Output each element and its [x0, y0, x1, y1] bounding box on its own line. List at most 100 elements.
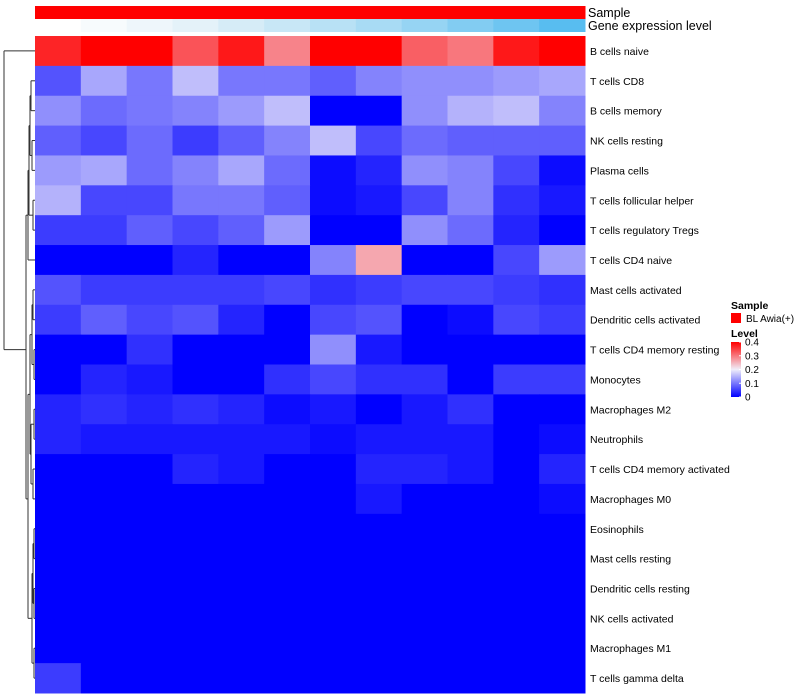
heatmap-cell	[355, 364, 403, 395]
heatmap-cell	[401, 573, 448, 604]
row-label: T cells gamma delta	[590, 673, 684, 685]
heatmap-cell	[355, 543, 403, 575]
annotation-label: Gene expression level	[588, 19, 712, 33]
heatmap-cell	[126, 65, 173, 97]
heatmap-cell	[493, 633, 540, 664]
annotation-cell	[493, 6, 540, 19]
heatmap-cell	[172, 334, 219, 365]
heatmap-cell	[172, 125, 219, 156]
heatmap-cell	[401, 274, 448, 306]
heatmap-cell	[493, 95, 540, 127]
heatmap-cell	[401, 663, 448, 694]
heatmap-cell	[218, 633, 265, 664]
heatmap-cell	[80, 36, 128, 67]
heatmap-cell	[401, 245, 448, 276]
heatmap-cell	[493, 454, 540, 485]
heatmap-cell	[264, 663, 311, 694]
heatmap-cell	[172, 215, 219, 246]
heatmap-cell	[401, 364, 448, 395]
heatmap-cell	[310, 215, 357, 246]
row-dendrogram	[3, 50, 35, 679]
heatmap-cell	[539, 274, 586, 306]
heatmap-cell	[539, 483, 586, 515]
heatmap-cell	[218, 663, 265, 694]
heatmap-cell	[172, 663, 219, 694]
heatmap-cell	[264, 334, 311, 365]
row-label: Monocytes	[590, 374, 641, 386]
heatmap-cell	[310, 543, 357, 575]
heatmap-cell	[80, 513, 128, 545]
heatmap-cell	[310, 304, 357, 336]
heatmap-cell	[264, 245, 311, 276]
heatmap-cell	[35, 573, 82, 604]
heatmap-cell	[447, 394, 494, 425]
row-label: Macrophages M2	[590, 404, 671, 416]
heatmap-cell	[80, 663, 128, 694]
heatmap-cell	[35, 543, 82, 575]
heatmap-cell	[310, 36, 357, 67]
heatmap-cell	[264, 633, 311, 664]
heatmap-cell	[35, 633, 82, 664]
row-label: T cells CD8	[590, 76, 644, 88]
heatmap-cell	[172, 633, 219, 664]
heatmap-cell	[218, 483, 265, 515]
heatmap-cell	[126, 454, 173, 485]
heatmap-cell	[218, 95, 265, 127]
heatmap-cell	[355, 454, 403, 485]
heatmap-cell	[310, 155, 357, 186]
heatmap-cell	[355, 245, 403, 276]
heatmap-cell	[539, 394, 586, 425]
heatmap-cell	[310, 364, 357, 395]
heatmap-cell	[310, 245, 357, 276]
heatmap-cell	[355, 95, 403, 127]
row-label: Neutrophils	[590, 434, 643, 446]
heatmap-cell	[80, 65, 128, 97]
heatmap-cell	[493, 304, 540, 336]
heatmap-cell	[447, 424, 494, 455]
heatmap-cell	[493, 125, 540, 156]
heatmap-cell	[493, 185, 540, 216]
heatmap-cell	[493, 663, 540, 694]
legend-level-title: Level	[731, 328, 758, 340]
heatmap-cell	[401, 304, 448, 336]
heatmap-cell	[80, 185, 128, 216]
heatmap-cell	[35, 603, 82, 634]
heatmap-cell	[447, 185, 494, 216]
heatmap-cell	[310, 424, 357, 455]
heatmap-cell	[172, 573, 219, 604]
heatmap-cell	[401, 155, 448, 186]
heatmap-cell	[172, 185, 219, 216]
row-labels: B cells naive T cells CD8 B cells memory NK…	[590, 46, 730, 685]
heatmap-cell	[539, 215, 586, 246]
heatmap-cell	[355, 155, 403, 186]
row-label: Dendritic cells resting	[590, 583, 690, 595]
heatmap-cell	[401, 125, 448, 156]
heatmap-cell	[401, 543, 448, 575]
heatmap-cell	[264, 364, 311, 395]
heatmap-cell	[310, 573, 357, 604]
heatmap-cell	[310, 603, 357, 634]
heatmap-cell	[493, 573, 540, 604]
heatmap-cell	[493, 274, 540, 306]
heatmap-cell	[539, 513, 586, 545]
heatmap-cell	[35, 483, 82, 515]
row-label: T cells CD4 naive	[590, 255, 672, 267]
heatmap-cell	[172, 274, 219, 306]
heatmap-cell	[126, 185, 173, 216]
heatmap-cell	[264, 304, 311, 336]
heatmap-cell	[355, 573, 403, 604]
heatmap-cell	[126, 483, 173, 515]
heatmap-cell	[493, 155, 540, 186]
heatmap-cell	[401, 633, 448, 664]
heatmap-cell	[401, 185, 448, 216]
heatmap-cell	[218, 513, 265, 545]
heatmap-cell	[539, 663, 586, 694]
heatmap-cell	[355, 304, 403, 336]
heatmap-cell	[264, 215, 311, 246]
heatmap-cell	[355, 185, 403, 216]
annotation-cell	[264, 6, 311, 19]
heatmap-cell	[447, 245, 494, 276]
heatmap-cell	[172, 543, 219, 575]
heatmap-cell	[126, 125, 173, 156]
